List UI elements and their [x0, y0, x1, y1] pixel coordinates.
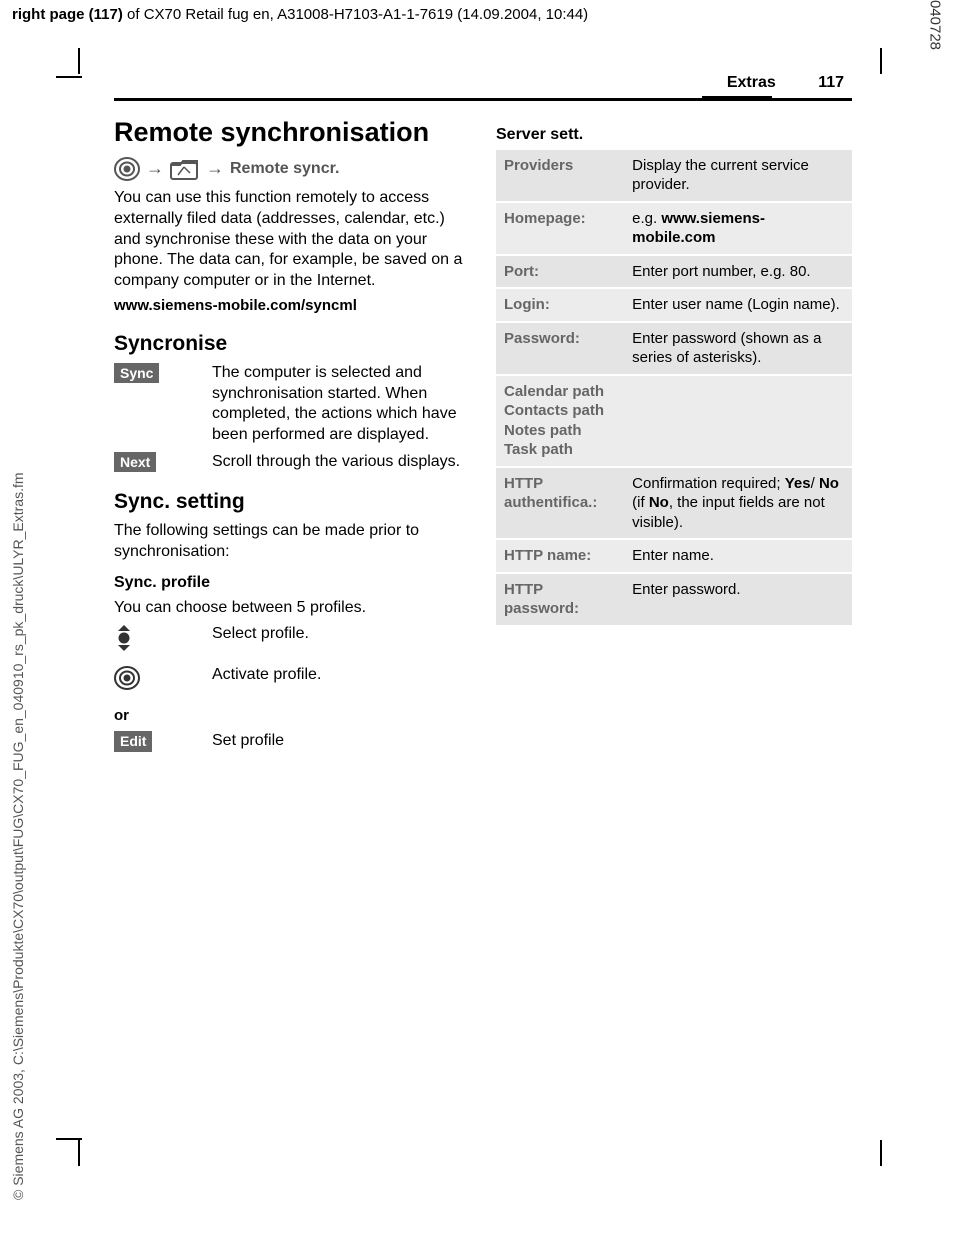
setting-key: Calendar path Contacts path Notes path T… — [496, 375, 624, 467]
running-head: Extras 117 — [78, 34, 888, 98]
setting-key: Homepage: — [496, 202, 624, 255]
action-row-select: Select profile. — [114, 624, 470, 659]
next-description: Scroll through the various displays. — [212, 452, 470, 473]
setting-value: Enter password. — [624, 573, 852, 626]
table-row: Login:Enter user name (Login name). — [496, 288, 852, 322]
sync-description: The computer is selected and synchronisa… — [212, 363, 470, 446]
left-column: Remote synchronisation → → Remote syncr.… — [114, 115, 470, 759]
setting-key: Login: — [496, 288, 624, 322]
footer-path: © Siemens AG 2003, C:\Siemens\Produkte\C… — [10, 472, 26, 1200]
setting-value: Confirmation required; Yes/ No (if No, t… — [624, 467, 852, 540]
page-number: 117 — [818, 74, 844, 91]
intro-text: You can use this function remotely to ac… — [114, 188, 470, 292]
action-row-edit: Edit Set profile — [114, 731, 470, 753]
action-row-next: Next Scroll through the various displays… — [114, 452, 470, 474]
softkey-edit: Edit — [114, 731, 152, 751]
setting-intro: The following settings can be made prior… — [114, 521, 470, 563]
setting-key: HTTP password: — [496, 573, 624, 626]
print-header-rest: of CX70 Retail fug en, A31008-H7103-A1-1… — [123, 6, 588, 23]
setting-value: Enter name. — [624, 539, 852, 573]
table-row: ProvidersDisplay the current service pro… — [496, 150, 852, 202]
heading-server-sett: Server sett. — [496, 125, 852, 146]
table-row: Calendar path Contacts path Notes path T… — [496, 375, 852, 467]
heading-syncronise: Syncronise — [114, 330, 470, 357]
heading-sync-setting: Sync. setting — [114, 488, 470, 515]
page-title: Remote synchronisation — [114, 115, 470, 150]
print-header: right page (117) of CX70 Retail fug en, … — [0, 0, 954, 27]
setting-value: Enter port number, e.g. 80. — [624, 255, 852, 289]
navkey-press-icon — [114, 665, 140, 691]
navkey-icon — [114, 156, 140, 182]
setting-value: Enter password (shown as a series of ast… — [624, 322, 852, 375]
softkey-sync: Sync — [114, 363, 159, 383]
profile-intro: You can choose between 5 profiles. — [114, 598, 470, 619]
section-name: Extras — [727, 74, 776, 91]
table-row: HTTP authentifica.:Confirmation required… — [496, 467, 852, 540]
setting-key: HTTP name: — [496, 539, 624, 573]
joystick-updown-icon — [114, 624, 134, 652]
table-row: HTTP name:Enter name. — [496, 539, 852, 573]
table-row: Password:Enter password (shown as a seri… — [496, 322, 852, 375]
heading-sync-profile: Sync. profile — [114, 573, 470, 594]
activate-profile-text: Activate profile. — [212, 665, 470, 686]
server-settings-table: ProvidersDisplay the current service pro… — [496, 150, 852, 627]
action-row-sync: Sync The computer is selected and synchr… — [114, 363, 470, 446]
action-row-activate: Activate profile. — [114, 665, 470, 698]
intro-link: www.siemens-mobile.com/syncml — [114, 296, 470, 316]
or-label: or — [114, 706, 470, 726]
table-row: HTTP password:Enter password. — [496, 573, 852, 626]
setting-value — [624, 375, 852, 467]
table-row: Port:Enter port number, e.g. 80. — [496, 255, 852, 289]
print-header-page: right page (117) — [12, 6, 123, 23]
setting-key: Password: — [496, 322, 624, 375]
setting-value: e.g. www.siemens-mobile.com — [624, 202, 852, 255]
menu-path: → → Remote syncr. — [114, 156, 470, 182]
header-rule — [114, 98, 852, 101]
setting-key: Providers — [496, 150, 624, 202]
edit-description: Set profile — [212, 731, 470, 752]
var-info: VAR Language: en; VAR issue date: 040728 — [927, 0, 944, 50]
folder-tools-icon — [170, 157, 200, 181]
table-row: Homepage:e.g. www.siemens-mobile.com — [496, 202, 852, 255]
setting-key: Port: — [496, 255, 624, 289]
setting-key: HTTP authentifica.: — [496, 467, 624, 540]
page-body: Extras 117 Remote synchronisation → → Re… — [78, 34, 888, 1204]
select-profile-text: Select profile. — [212, 624, 470, 645]
arrow-icon: → — [206, 157, 224, 180]
setting-value: Enter user name (Login name). — [624, 288, 852, 322]
arrow-icon: → — [146, 157, 164, 180]
right-column: Server sett. ProvidersDisplay the curren… — [496, 115, 852, 759]
menu-path-label: Remote syncr. — [230, 159, 339, 180]
softkey-next: Next — [114, 452, 156, 472]
setting-value: Display the current service provider. — [624, 150, 852, 202]
